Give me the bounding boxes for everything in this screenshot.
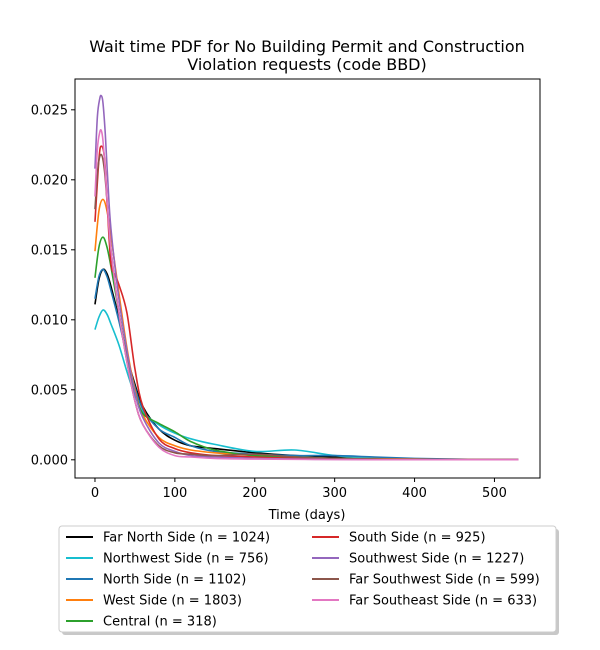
legend-label: South Side (n = 925) (349, 531, 486, 546)
chart-title-line: Violation requests (code BBD) (187, 55, 426, 74)
x-axis-label: Time (days) (268, 508, 346, 523)
x-tick-label: 300 (322, 486, 347, 501)
series-line (94, 268, 519, 461)
plot-area (74, 78, 541, 479)
series-line (94, 153, 519, 461)
series-line (94, 129, 519, 461)
legend-box (58, 525, 557, 633)
x-tick-label: 500 (482, 486, 507, 501)
legend-label: Central (n = 318) (103, 615, 217, 630)
x-tick-label: 400 (402, 486, 427, 501)
legend-label: North Side (n = 1102) (103, 573, 246, 588)
x-tick-label: 200 (242, 486, 267, 501)
legend-label: Southwest Side (n = 1227) (349, 552, 524, 567)
series-line (94, 145, 519, 461)
y-tick-label: 0.000 (31, 453, 68, 468)
series-lines (94, 94, 519, 461)
y-tick-label: 0.005 (31, 383, 68, 398)
legend: Far North Side (n = 1024) Northwest Side … (58, 525, 559, 635)
x-axis-ticks: 0 100 200 300 400 500 (91, 478, 507, 501)
x-tick-label: 0 (91, 486, 99, 501)
x-tick-label: 100 (162, 486, 187, 501)
series-line (94, 198, 519, 461)
chart-title-line: Wait time PDF for No Building Permit and… (89, 37, 525, 56)
legend-label: Far North Side (n = 1024) (103, 531, 270, 546)
legend-label: Northwest Side (n = 756) (103, 552, 269, 567)
legend-label: Far Southwest Side (n = 599) (349, 573, 540, 588)
y-tick-label: 0.015 (31, 243, 68, 258)
y-tick-label: 0.010 (31, 313, 68, 328)
legend-label: Far Southeast Side (n = 633) (349, 594, 537, 609)
y-tick-label: 0.025 (31, 103, 68, 118)
y-tick-label: 0.020 (31, 173, 68, 188)
series-line (94, 236, 519, 461)
series-line (94, 268, 519, 461)
chart-title: Wait time PDF for No Building Permit and… (89, 37, 525, 74)
series-line (94, 94, 519, 461)
legend-label: West Side (n = 1803) (103, 594, 242, 609)
y-axis-ticks: 0.000 0.005 0.010 0.015 0.020 0.025 (31, 103, 75, 468)
